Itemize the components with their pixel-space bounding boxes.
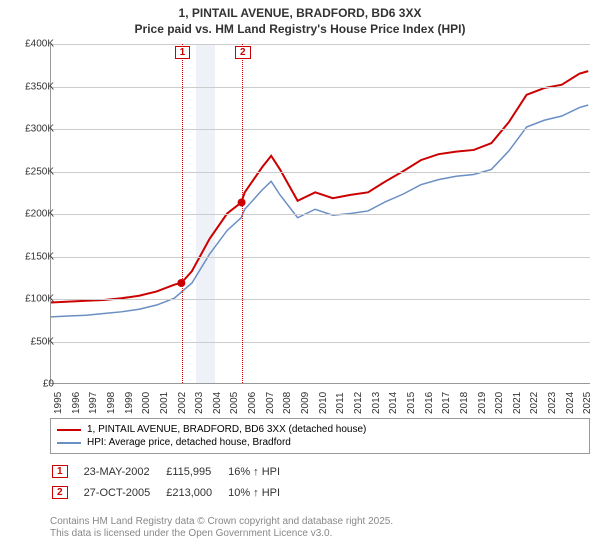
- x-axis-label: 2008: [282, 392, 293, 414]
- x-axis-label: 2018: [459, 392, 470, 414]
- y-axis-label: £100K: [25, 294, 54, 305]
- x-axis-label: 2012: [353, 392, 364, 414]
- marker-vline: [182, 44, 183, 383]
- y-axis-label: £200K: [25, 209, 54, 220]
- x-axis-label: 2011: [335, 392, 346, 414]
- x-axis-label: 2020: [494, 392, 505, 414]
- x-axis-label: 2017: [441, 392, 452, 414]
- y-axis-label: £250K: [25, 166, 54, 177]
- sale-marker-box: 1: [175, 46, 191, 59]
- series-line: [51, 105, 588, 317]
- sale-index-box: 1: [52, 465, 68, 478]
- x-axis-label: 1999: [124, 392, 135, 414]
- x-axis-label: 1995: [53, 392, 64, 414]
- gridline: [51, 44, 590, 45]
- x-axis-label: 2010: [318, 392, 329, 414]
- x-axis-label: 2000: [141, 392, 152, 414]
- x-axis-label: 2019: [477, 392, 488, 414]
- sale-price: £213,000: [166, 483, 226, 502]
- gridline: [51, 257, 590, 258]
- legend-item: 1, PINTAIL AVENUE, BRADFORD, BD6 3XX (de…: [57, 423, 583, 436]
- chart-title-block: 1, PINTAIL AVENUE, BRADFORD, BD6 3XX Pri…: [0, 0, 600, 37]
- chart-plot-area: [50, 44, 590, 384]
- gridline: [51, 342, 590, 343]
- gridline: [51, 172, 590, 173]
- x-axis-label: 2016: [424, 392, 435, 414]
- x-axis-label: 2001: [159, 392, 170, 414]
- x-axis-label: 1997: [88, 392, 99, 414]
- x-axis-label: 2003: [194, 392, 205, 414]
- x-axis-label: 1998: [106, 392, 117, 414]
- x-axis-label: 2005: [229, 392, 240, 414]
- sale-price: £115,995: [166, 462, 226, 481]
- x-axis-label: 2014: [388, 392, 399, 414]
- legend-swatch: [57, 442, 81, 444]
- y-axis-label: £400K: [25, 39, 54, 50]
- table-row: 2 27-OCT-2005£213,00010% ↑ HPI: [52, 483, 294, 502]
- footer-line-2: This data is licensed under the Open Gov…: [50, 528, 393, 540]
- sale-index-box: 2: [52, 486, 68, 499]
- title-line-1: 1, PINTAIL AVENUE, BRADFORD, BD6 3XX: [0, 6, 600, 22]
- sale-marker-box: 2: [235, 46, 251, 59]
- chart-legend: 1, PINTAIL AVENUE, BRADFORD, BD6 3XX (de…: [50, 418, 590, 454]
- x-axis-label: 2002: [177, 392, 188, 414]
- title-line-2: Price paid vs. HM Land Registry's House …: [0, 22, 600, 38]
- y-axis-label: £150K: [25, 251, 54, 262]
- marker-vline: [242, 44, 243, 383]
- y-axis-label: £50K: [31, 336, 54, 347]
- x-axis-label: 2006: [247, 392, 258, 414]
- sales-table: 1 23-MAY-2002£115,99516% ↑ HPI 2 27-OCT-200…: [50, 460, 296, 504]
- x-axis-label: 2013: [371, 392, 382, 414]
- y-axis-label: £0: [43, 379, 54, 390]
- x-axis-label: 2015: [406, 392, 417, 414]
- gridline: [51, 87, 590, 88]
- legend-label: HPI: Average price, detached house, Brad…: [87, 437, 291, 448]
- gridline: [51, 129, 590, 130]
- series-line: [51, 71, 588, 302]
- table-row: 1 23-MAY-2002£115,99516% ↑ HPI: [52, 462, 294, 481]
- x-axis-label: 2007: [265, 392, 276, 414]
- sale-delta: 16% ↑ HPI: [228, 462, 294, 481]
- y-axis-label: £300K: [25, 124, 54, 135]
- sale-delta: 10% ↑ HPI: [228, 483, 294, 502]
- sale-date: 27-OCT-2005: [84, 483, 165, 502]
- legend-swatch: [57, 429, 81, 431]
- gridline: [51, 299, 590, 300]
- x-axis-label: 2023: [547, 392, 558, 414]
- gridline: [51, 214, 590, 215]
- legend-label: 1, PINTAIL AVENUE, BRADFORD, BD6 3XX (de…: [87, 424, 366, 435]
- y-axis-label: £350K: [25, 81, 54, 92]
- x-axis-label: 2024: [565, 392, 576, 414]
- legend-item: HPI: Average price, detached house, Brad…: [57, 436, 583, 449]
- x-axis-label: 2025: [582, 392, 593, 414]
- footer-line-1: Contains HM Land Registry data © Crown c…: [50, 516, 393, 528]
- x-axis-label: 2021: [512, 392, 523, 414]
- x-axis-label: 2022: [529, 392, 540, 414]
- x-axis-label: 1996: [71, 392, 82, 414]
- footer-attribution: Contains HM Land Registry data © Crown c…: [50, 516, 393, 540]
- sale-date: 23-MAY-2002: [84, 462, 165, 481]
- x-axis-label: 2004: [212, 392, 223, 414]
- x-axis-label: 2009: [300, 392, 311, 414]
